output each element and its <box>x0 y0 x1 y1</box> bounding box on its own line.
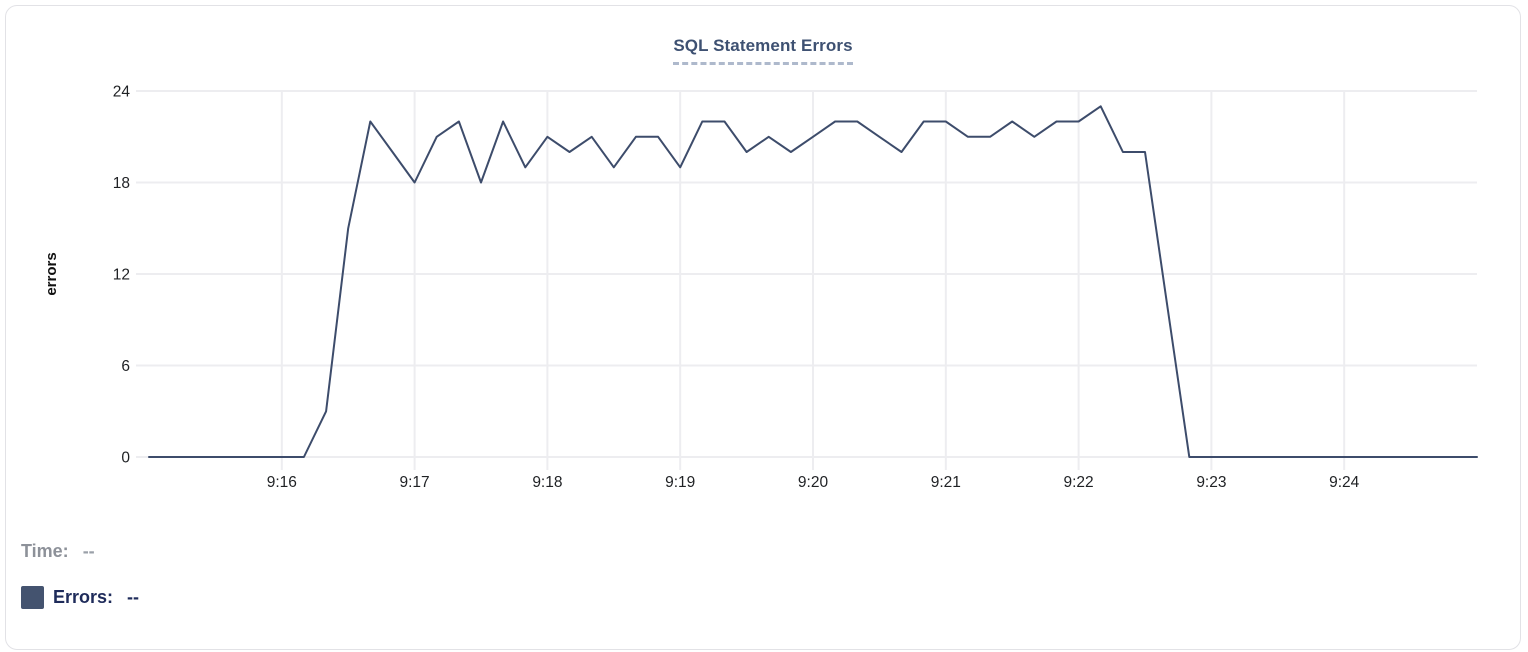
errors-value: -- <box>127 586 140 607</box>
grid-horizontal <box>136 90 1477 458</box>
chart-title[interactable]: SQL Statement Errors <box>673 36 853 65</box>
svg-text:9:18: 9:18 <box>532 474 562 491</box>
svg-text:9:21: 9:21 <box>931 474 961 491</box>
y-axis-title: errors <box>43 252 60 295</box>
svg-text:9:23: 9:23 <box>1196 474 1226 491</box>
svg-text:0: 0 <box>121 450 130 467</box>
errors-series-line[interactable] <box>148 105 1478 458</box>
errors-series-swatch-icon <box>21 585 44 609</box>
svg-text:9:16: 9:16 <box>267 474 297 491</box>
svg-text:18: 18 <box>113 175 130 192</box>
svg-text:9:17: 9:17 <box>400 474 430 491</box>
svg-text:6: 6 <box>121 358 130 375</box>
hover-legend: Time: -- Errors: -- <box>21 538 139 610</box>
errors-label: Errors: <box>53 586 114 607</box>
grid-vertical <box>280 91 1346 470</box>
svg-text:9:24: 9:24 <box>1329 474 1360 491</box>
time-label: Time: <box>21 540 69 561</box>
chart-card: SQL Statement Errors 0 6 12 18 24 9:16 9:17 9:1… <box>5 5 1521 650</box>
legend-row-time: Time: -- <box>21 538 139 564</box>
svg-text:9:19: 9:19 <box>665 474 695 491</box>
svg-text:9:22: 9:22 <box>1064 474 1094 491</box>
y-axis-ticks: 0 6 12 18 24 <box>113 84 131 467</box>
time-value: -- <box>82 540 95 561</box>
svg-text:12: 12 <box>113 267 130 284</box>
chart-header: SQL Statement Errors <box>6 36 1520 65</box>
sql-statement-errors-chart[interactable]: 0 6 12 18 24 9:16 9:17 9:18 9:19 9:20 9:21 9:22 9:23… <box>6 6 1528 506</box>
x-axis-ticks: 9:16 9:17 9:18 9:19 9:20 9:21 9:22 9:23 9:24 <box>267 474 1360 491</box>
svg-text:24: 24 <box>113 84 131 101</box>
svg-text:9:20: 9:20 <box>798 474 829 491</box>
legend-row-errors: Errors: -- <box>21 584 139 610</box>
